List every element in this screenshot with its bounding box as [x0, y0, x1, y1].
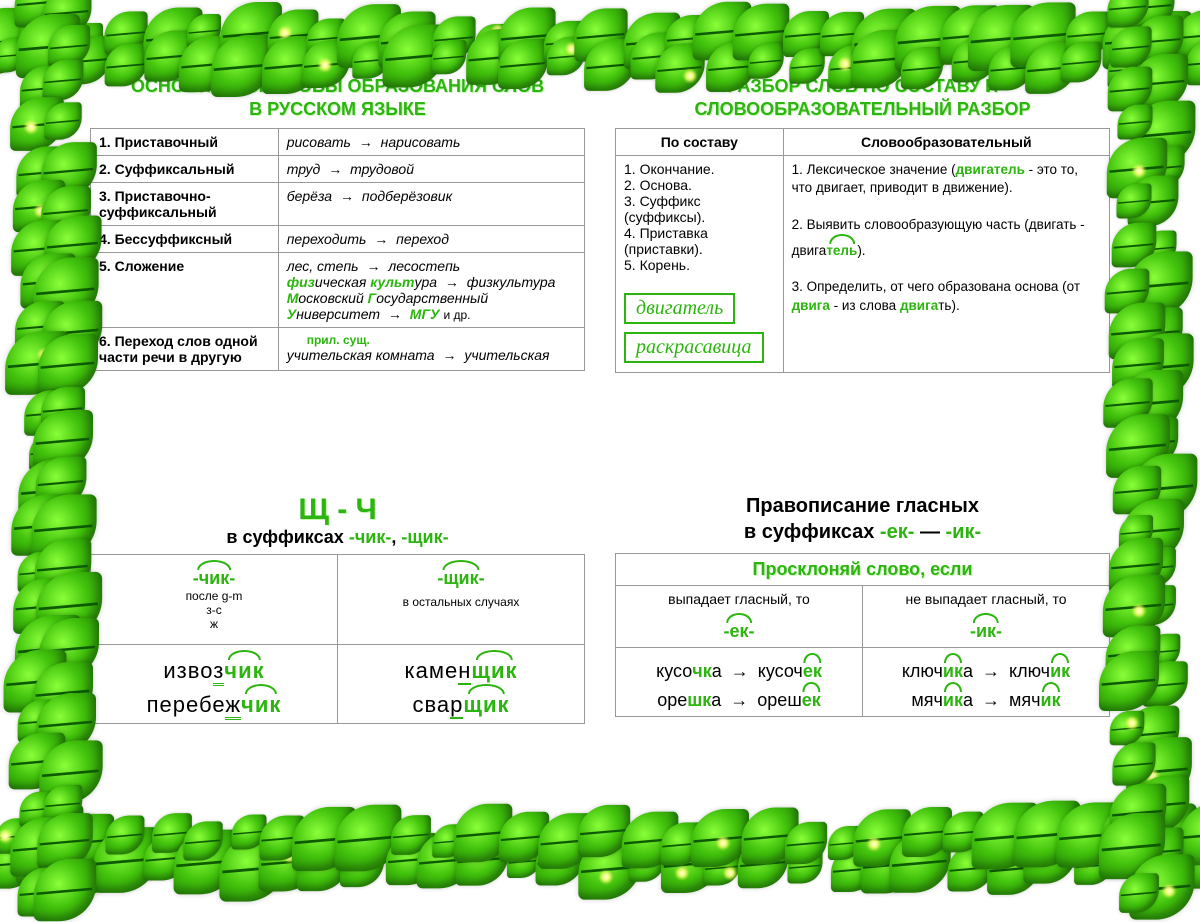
panel-word-analysis: РАЗБОР СЛОВ ПО СОСТАВУ И СЛОВООБРАЗОВАТЕ…: [615, 75, 1110, 475]
content-grid: ОСНОВНЫЕ СПОСОБЫ ОБРАЗОВАНИЯ СЛОВ В РУСС…: [90, 75, 1110, 825]
example-word: каменщик: [346, 650, 576, 684]
table-row: выпадает гласный, то -ек- не выпадает гл…: [616, 585, 1110, 647]
panel-title: Правописание гласных в суффиксах -ек- — …: [615, 493, 1110, 545]
chik-shchik-table: -чик- после g-m з-с ж -щик- в остальных …: [90, 554, 585, 724]
table-row: 1. Окончание. 2. Основа. 3. Суффикс (суф…: [616, 156, 1110, 373]
table-row: 3. Приставочно-суффиксальный берёза → по…: [91, 183, 585, 226]
suffix-label: -щик-: [437, 560, 484, 589]
table-row: 5. Сложение лес, степь → лесостепь физич…: [91, 253, 585, 328]
table-row: 6. Переход слов одной части речи в другу…: [91, 328, 585, 371]
panel-word-formation: ОСНОВНЫЕ СПОСОБЫ ОБРАЗОВАНИЯ СЛОВ В РУСС…: [90, 75, 585, 475]
morph-word: двигатель: [624, 293, 735, 324]
table-row: 1. Приставочный рисовать → нарисовать: [91, 129, 585, 156]
morph-word: раскрасавица: [624, 332, 764, 363]
ek-ik-table: Просклоняй слово, если выпадает гласный,…: [615, 553, 1110, 717]
suffix-label: -ек-: [723, 613, 754, 642]
table-row: 2. Суффиксальный труд → трудовой: [91, 156, 585, 183]
panel-title: ОСНОВНЫЕ СПОСОБЫ ОБРАЗОВАНИЯ СЛОВ В РУСС…: [90, 75, 585, 120]
table-row: Просклоняй слово, если: [616, 553, 1110, 585]
panel-title: РАЗБОР СЛОВ ПО СОСТАВУ И СЛОВООБРАЗОВАТЕ…: [615, 75, 1110, 120]
table-row: извозчик перебежчик каменщик сварщик: [91, 644, 585, 723]
panel-chik-shchik: Щ - Ч в суффиксах -чик-, -щик- -чик- пос…: [90, 493, 585, 826]
word-formation-table: 1. Приставочный рисовать → нарисовать 2.…: [90, 128, 585, 371]
analysis-table: По составу Словообразовательный 1. Оконч…: [615, 128, 1110, 373]
example-word: сварщик: [346, 684, 576, 718]
table-row: -чик- после g-m з-с ж -щик- в остальных …: [91, 554, 585, 644]
panel-title: Щ - Ч в суффиксах -чик-, -щик-: [90, 493, 585, 548]
table-header-row: По составу Словообразовательный: [616, 129, 1110, 156]
table-row: 4. Бессуффиксный переходить → переход: [91, 226, 585, 253]
table-row: кусочка → кусочек орешка → орешек ключик…: [616, 647, 1110, 716]
example-word: перебежчик: [99, 684, 329, 718]
suffix-label: -чик-: [193, 560, 236, 589]
example-word: извозчик: [99, 650, 329, 684]
panel-ek-ik: Правописание гласных в суффиксах -ек- — …: [615, 493, 1110, 826]
suffix-label: -ик-: [970, 613, 1002, 642]
